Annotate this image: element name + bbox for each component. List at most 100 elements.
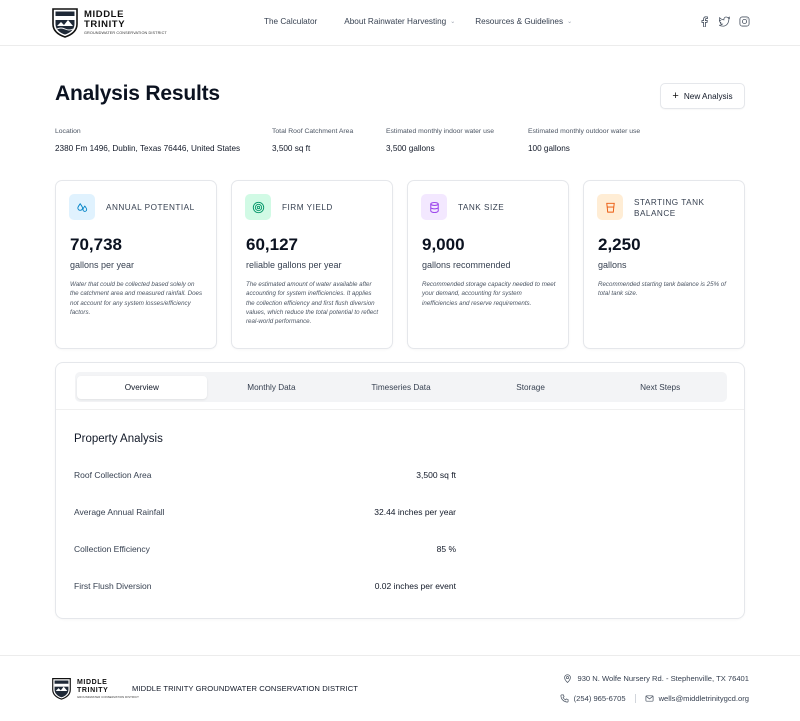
instagram-icon[interactable]	[739, 16, 750, 27]
row-label: Collection Efficiency	[74, 544, 150, 554]
chevron-down-icon: ⌄	[450, 19, 456, 25]
footer-phone[interactable]: (254) 965-6705	[573, 694, 626, 703]
row-label: First Flush Diversion	[74, 581, 152, 591]
phone-icon	[560, 694, 569, 703]
footer-logo[interactable]: MIDDLE TRINITY GROUNDWATER CONSERVATION …	[52, 677, 139, 700]
social-links	[699, 16, 750, 27]
footer-district-name: MIDDLE TRINITY GROUNDWATER CONSERVATION …	[132, 684, 359, 693]
nav-about-label: About Rainwater Harvesting	[344, 17, 447, 26]
card-value: 9,000	[422, 235, 465, 254]
brand-logo[interactable]: MIDDLE TRINITY GROUNDWATER CONSERVATION …	[52, 7, 167, 38]
row-value: 32.44 inches per year	[374, 507, 456, 517]
analysis-row: First Flush Diversion 0.02 inches per ev…	[74, 581, 456, 591]
nav-resources-label: Resources & Guidelines	[475, 17, 564, 26]
location-value: 2380 Fm 1496, Dublin, Texas 76446, Unite…	[55, 144, 241, 153]
brand-line-1: MIDDLE	[84, 8, 125, 20]
roof-value: 3,500 sq ft	[272, 144, 311, 153]
tab-storage[interactable]: Storage	[516, 382, 545, 392]
nav-calculator-label: The Calculator	[264, 17, 318, 26]
tab-next-steps[interactable]: Next Steps	[640, 382, 681, 392]
card-title: STARTING TANK BALANCE	[634, 198, 705, 218]
site-footer: MIDDLE TRINITY GROUNDWATER CONSERVATION …	[0, 655, 800, 721]
footer-address-text: 930 N. Wolfe Nursery Rd. - Stephenville,…	[577, 674, 749, 683]
card-unit: gallons recommended	[422, 260, 511, 270]
card-unit: gallons	[598, 260, 627, 270]
roof-label: Total Roof Catchment Area	[272, 128, 354, 135]
droplets-icon	[76, 202, 87, 212]
analysis-row: Roof Collection Area 3,500 sq ft	[74, 470, 456, 480]
row-label: Average Annual Rainfall	[74, 507, 165, 517]
indoor-label: Estimated monthly indoor water use	[386, 128, 495, 135]
analysis-row: Average Annual Rainfall 32.44 inches per…	[74, 507, 456, 517]
nav-resources[interactable]: Resources & Guidelines ⌄	[475, 17, 572, 26]
twitter-icon[interactable]	[719, 16, 730, 27]
tab-overview[interactable]: Overview	[77, 375, 207, 399]
facebook-icon[interactable]	[699, 16, 710, 27]
card-value: 60,127	[246, 235, 298, 254]
shield-logo-icon	[52, 8, 78, 38]
card-icon-wrap	[597, 194, 623, 220]
plus-icon: +	[672, 90, 679, 102]
card-firm-yield: FIRM YIELD 60,127 reliable gallons per y…	[231, 180, 393, 349]
card-unit: reliable gallons per year	[246, 260, 342, 270]
meta-outdoor: Estimated monthly outdoor water use 100 …	[528, 128, 640, 153]
new-analysis-label: New Analysis	[683, 91, 733, 101]
page-title: Analysis Results	[55, 82, 220, 105]
outdoor-value: 100 gallons	[528, 144, 570, 153]
card-icon-wrap	[69, 194, 95, 220]
card-title: TANK SIZE	[458, 203, 505, 212]
card-description: Recommended starting tank balance is 25%…	[598, 281, 726, 298]
card-title: FIRM YIELD	[282, 203, 333, 212]
card-title: ANNUAL POTENTIAL	[106, 203, 195, 212]
nav-about[interactable]: About Rainwater Harvesting ⌄	[344, 17, 455, 26]
meta-location: Location 2380 Fm 1496, Dublin, Texas 764…	[55, 128, 240, 153]
row-value: 3,500 sq ft	[416, 470, 456, 480]
new-analysis-button[interactable]: + New Analysis	[660, 83, 745, 109]
cylinder-icon	[429, 201, 439, 213]
card-description: The estimated amount of water available …	[246, 281, 379, 326]
card-icon-wrap	[245, 194, 271, 220]
brand-line-2: TRINITY	[84, 19, 126, 31]
row-label: Roof Collection Area	[74, 470, 152, 480]
footer-contact: (254) 965-6705 wells@middletrinitygcd.or…	[560, 694, 749, 703]
card-value: 2,250	[598, 235, 641, 254]
analysis-row: Collection Efficiency 85 %	[74, 544, 456, 554]
cup-icon	[605, 202, 615, 213]
brand-line-1: MIDDLE	[77, 678, 108, 686]
card-description: Water that could be collected based sole…	[70, 281, 203, 316]
tab-timeseries-data[interactable]: Timeseries Data	[371, 382, 431, 392]
nav-calculator[interactable]: The Calculator	[264, 17, 317, 26]
card-starting-balance: STARTING TANK BALANCE 2,250 gallons Reco…	[583, 180, 745, 349]
section-title: Property Analysis	[74, 433, 163, 445]
brand-line-3: GROUNDWATER CONSERVATION DISTRICT	[84, 30, 167, 35]
footer-email[interactable]: wells@middletrinitygcd.org	[658, 694, 749, 703]
row-value: 0.02 inches per event	[374, 581, 456, 591]
shield-logo-icon	[52, 678, 71, 700]
meta-indoor: Estimated monthly indoor water use 3,500…	[386, 128, 494, 153]
row-value: 85 %	[436, 544, 456, 554]
site-header: MIDDLE TRINITY GROUNDWATER CONSERVATION …	[0, 0, 800, 46]
map-pin-icon	[564, 674, 572, 683]
footer-address: 930 N. Wolfe Nursery Rd. - Stephenville,…	[563, 674, 749, 683]
indoor-value: 3,500 gallons	[386, 144, 435, 153]
tab-bar: Overview Monthly Data Timeseries Data St…	[75, 372, 727, 402]
brand-line-3: GROUNDWATER CONSERVATION DISTRICT	[77, 694, 139, 699]
card-tank-size: TANK SIZE 9,000 gallons recommended Reco…	[407, 180, 569, 349]
card-icon-wrap	[421, 194, 447, 220]
location-label: Location	[55, 128, 81, 135]
main-nav: The Calculator About Rainwater Harvestin…	[264, 17, 572, 26]
outdoor-label: Estimated monthly outdoor water use	[528, 128, 641, 135]
meta-roof: Total Roof Catchment Area 3,500 sq ft	[272, 128, 353, 153]
divider	[56, 409, 744, 410]
brand-line-2: TRINITY	[77, 686, 109, 694]
chevron-down-icon: ⌄	[567, 19, 573, 25]
divider	[634, 694, 636, 703]
card-description: Recommended storage capacity needed to m…	[422, 281, 556, 307]
card-annual-potential: ANNUAL POTENTIAL 70,738 gallons per year…	[55, 180, 217, 349]
card-value: 70,738	[70, 235, 122, 254]
target-icon	[252, 201, 264, 213]
card-unit: gallons per year	[70, 260, 135, 270]
mail-icon	[645, 695, 654, 702]
results-panel: Overview Monthly Data Timeseries Data St…	[55, 362, 745, 619]
tab-monthly-data[interactable]: Monthly Data	[247, 382, 296, 392]
